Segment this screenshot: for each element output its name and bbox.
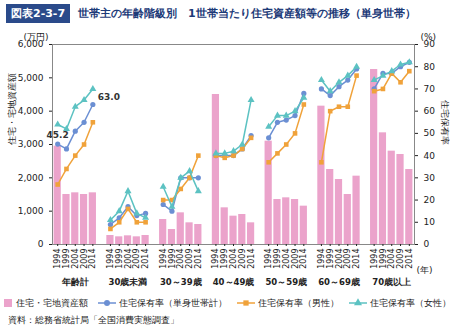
svg-text:1999: 1999 — [115, 249, 124, 269]
svg-text:0: 0 — [424, 239, 430, 249]
svg-text:63.0: 63.0 — [98, 92, 120, 102]
html-text:住宅・宅地資産額: 住宅・宅地資産額 — [16, 297, 88, 308]
svg-text:6,000: 6,000 — [17, 39, 44, 50]
svg-text:50: 50 — [424, 128, 436, 138]
svg-text:(%): (%) — [421, 32, 437, 42]
svg-text:0: 0 — [38, 239, 44, 249]
svg-text:年齢計: 年齢計 — [61, 277, 89, 287]
svg-text:2004: 2004 — [71, 249, 80, 269]
svg-text:70: 70 — [424, 84, 436, 94]
svg-text:70歳以上: 70歳以上 — [372, 277, 411, 287]
svg-text:1994: 1994 — [264, 249, 273, 269]
svg-text:2014: 2014 — [247, 249, 256, 269]
svg-text:20: 20 — [424, 195, 436, 205]
html-text:世帯主の年齢階級別 1世帯当たり住宅資産額等の推移（単身世帯: 世帯主の年齢階級別 1世帯当たり住宅資産額等の推移（単身世帯） — [78, 6, 416, 20]
svg-text:80: 80 — [424, 62, 436, 72]
html-text:住宅保有率（男性）: 住宅保有率（男性） — [258, 297, 339, 308]
svg-text:30歳未満: 30歳未満 — [109, 277, 148, 287]
svg-text:2009: 2009 — [185, 249, 194, 269]
svg-text:住宅保有率: 住宅保有率 — [440, 100, 450, 145]
svg-text:60: 60 — [424, 106, 436, 116]
svg-text:1,000: 1,000 — [18, 206, 44, 216]
svg-text:1994: 1994 — [211, 249, 220, 269]
svg-text:(万円): (万円) — [23, 32, 48, 42]
svg-text:3,000: 3,000 — [18, 139, 44, 149]
html-text:住宅保有率（女性）: 住宅保有率（女性） — [370, 297, 451, 308]
html-text:住宅保有率（単身世帯計）: 住宅保有率（単身世帯計） — [119, 297, 227, 308]
svg-text:1994: 1994 — [370, 249, 379, 269]
svg-text:1994: 1994 — [159, 249, 168, 269]
svg-text:2009: 2009 — [343, 249, 352, 269]
svg-text:2009: 2009 — [396, 249, 405, 269]
svg-text:1994: 1994 — [53, 249, 62, 269]
svg-text:30: 30 — [424, 173, 436, 183]
svg-text:4,000: 4,000 — [18, 106, 44, 116]
svg-text:1994: 1994 — [317, 249, 326, 269]
svg-text:1994: 1994 — [106, 249, 115, 269]
svg-text:2004: 2004 — [124, 249, 133, 269]
svg-text:(年): (年) — [416, 265, 432, 275]
svg-text:2,000: 2,000 — [18, 173, 44, 183]
svg-text:45.2: 45.2 — [47, 130, 69, 140]
svg-text:1999: 1999 — [62, 249, 71, 269]
svg-text:40: 40 — [424, 150, 436, 160]
svg-text:2004: 2004 — [335, 249, 344, 269]
svg-text:2009: 2009 — [132, 249, 141, 269]
svg-text:2014: 2014 — [352, 249, 361, 269]
html-text:図表2-3-7: 図表2-3-7 — [11, 6, 66, 20]
svg-text:1999: 1999 — [326, 249, 335, 269]
svg-text:1999: 1999 — [273, 249, 282, 269]
svg-text:1999: 1999 — [168, 249, 177, 269]
svg-text:90: 90 — [423, 39, 435, 50]
svg-text:2014: 2014 — [299, 249, 308, 269]
svg-text:50～59歳: 50～59歳 — [265, 277, 307, 287]
html-text:資料：総務省統計局「全国消費実態調査」: 資料：総務省統計局「全国消費実態調査」 — [8, 315, 179, 325]
svg-text:2004: 2004 — [176, 249, 185, 269]
svg-text:住宅・宅地資産額: 住宅・宅地資産額 — [7, 73, 17, 145]
svg-text:2009: 2009 — [291, 249, 300, 269]
svg-text:1999: 1999 — [379, 249, 388, 269]
svg-text:2004: 2004 — [282, 249, 291, 269]
svg-text:5,000: 5,000 — [18, 73, 44, 83]
svg-text:2014: 2014 — [88, 249, 97, 269]
svg-text:40～49歳: 40～49歳 — [213, 277, 255, 287]
svg-text:2004: 2004 — [229, 249, 238, 269]
svg-text:2014: 2014 — [405, 249, 414, 269]
svg-text:2014: 2014 — [141, 249, 150, 269]
svg-text:2004: 2004 — [387, 249, 396, 269]
svg-text:60～69歳: 60～69歳 — [318, 277, 360, 287]
svg-text:30～39歳: 30～39歳 — [160, 277, 202, 287]
svg-text:2009: 2009 — [238, 249, 247, 269]
svg-text:2014: 2014 — [194, 249, 203, 269]
svg-text:2009: 2009 — [80, 249, 89, 269]
svg-text:10: 10 — [424, 217, 436, 227]
svg-text:1999: 1999 — [220, 249, 229, 269]
